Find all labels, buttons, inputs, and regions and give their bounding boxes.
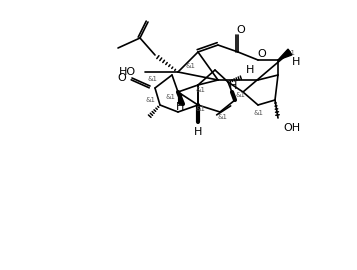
Text: &1: &1 xyxy=(253,110,263,116)
Text: &1: &1 xyxy=(285,50,295,56)
Polygon shape xyxy=(278,49,292,60)
Text: O: O xyxy=(258,49,266,59)
Text: &1: &1 xyxy=(196,106,206,112)
Text: H: H xyxy=(194,127,202,137)
Text: O: O xyxy=(237,25,245,35)
Text: O: O xyxy=(117,73,126,83)
Text: H: H xyxy=(229,81,237,91)
Text: H: H xyxy=(246,65,254,75)
Text: &1: &1 xyxy=(148,76,158,82)
Text: H: H xyxy=(292,57,300,67)
Text: &1: &1 xyxy=(145,97,155,103)
Text: &1: &1 xyxy=(185,63,195,69)
Text: H: H xyxy=(176,102,184,112)
Text: &1: &1 xyxy=(165,94,175,100)
Text: HO: HO xyxy=(119,67,136,77)
Text: &1: &1 xyxy=(235,92,245,98)
Text: OH: OH xyxy=(283,123,300,133)
Text: &1: &1 xyxy=(196,87,206,93)
Text: &1: &1 xyxy=(218,114,228,120)
